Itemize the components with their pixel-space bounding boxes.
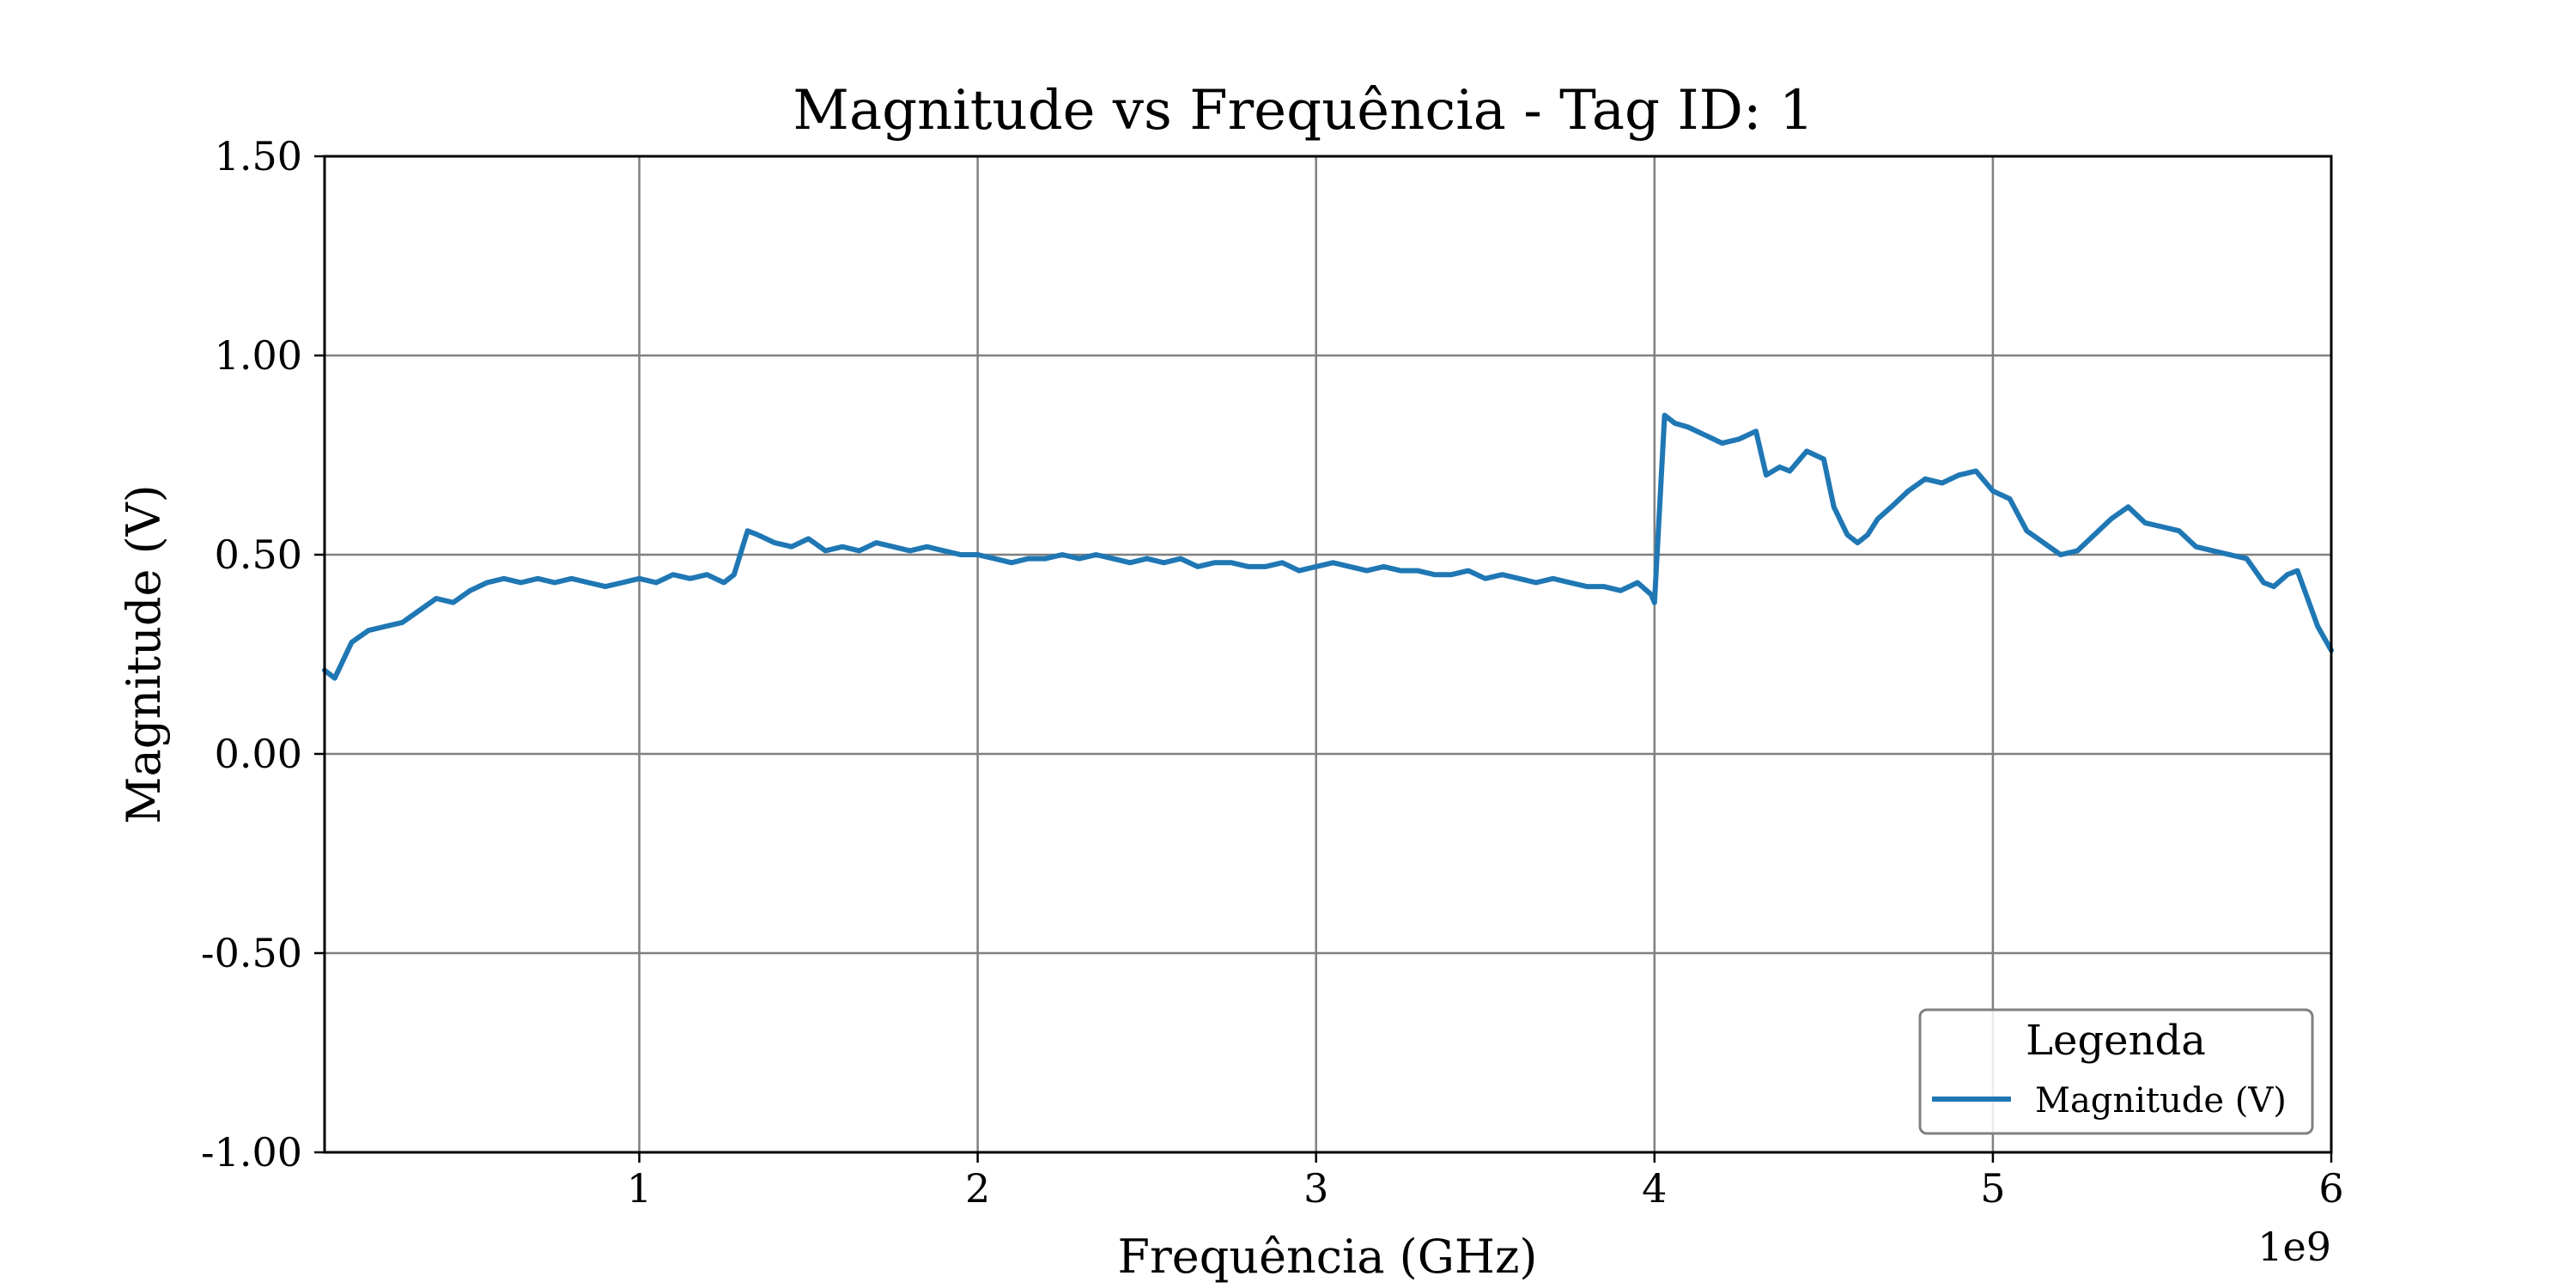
x-axis-ticks: 1 2 3 4 5 6 <box>627 1152 2344 1212</box>
y-tick-label: -0.50 <box>201 930 302 976</box>
series-line <box>322 412 2334 681</box>
y-axis-ticks: -1.00 -0.50 0.00 0.50 1.00 1.50 <box>201 133 325 1176</box>
x-tick-label: 2 <box>965 1165 990 1212</box>
legend-title: Legenda <box>2026 1017 2206 1065</box>
x-offset-text: 1e9 <box>2257 1224 2331 1270</box>
y-tick-label: 0.00 <box>215 731 302 777</box>
grid <box>325 155 2333 1154</box>
y-axis-label: Magnitude (V) <box>117 484 171 823</box>
series-group <box>322 412 2334 681</box>
y-tick-label: 1.50 <box>215 133 302 179</box>
legend-entry-label: Magnitude (V) <box>2035 1081 2287 1121</box>
x-tick-label: 1 <box>627 1165 652 1212</box>
legend: Legenda Magnitude (V) <box>1918 1008 2314 1135</box>
y-tick-label: 1.00 <box>215 332 302 379</box>
x-tick-label: 6 <box>2318 1165 2343 1212</box>
y-tick-label: -1.00 <box>201 1129 302 1176</box>
x-tick-label: 4 <box>1642 1165 1667 1212</box>
x-axis-label: Frequência (GHz) <box>1117 1230 1537 1284</box>
x-tick-label: 3 <box>1303 1165 1328 1212</box>
legend-box <box>1918 1008 2314 1135</box>
x-tick-label: 5 <box>1980 1165 2005 1212</box>
chart-title: Magnitude vs Frequência - Tag ID: 1 <box>793 79 1814 143</box>
plot-frame <box>323 155 2333 1154</box>
y-tick-label: 0.50 <box>215 532 302 578</box>
